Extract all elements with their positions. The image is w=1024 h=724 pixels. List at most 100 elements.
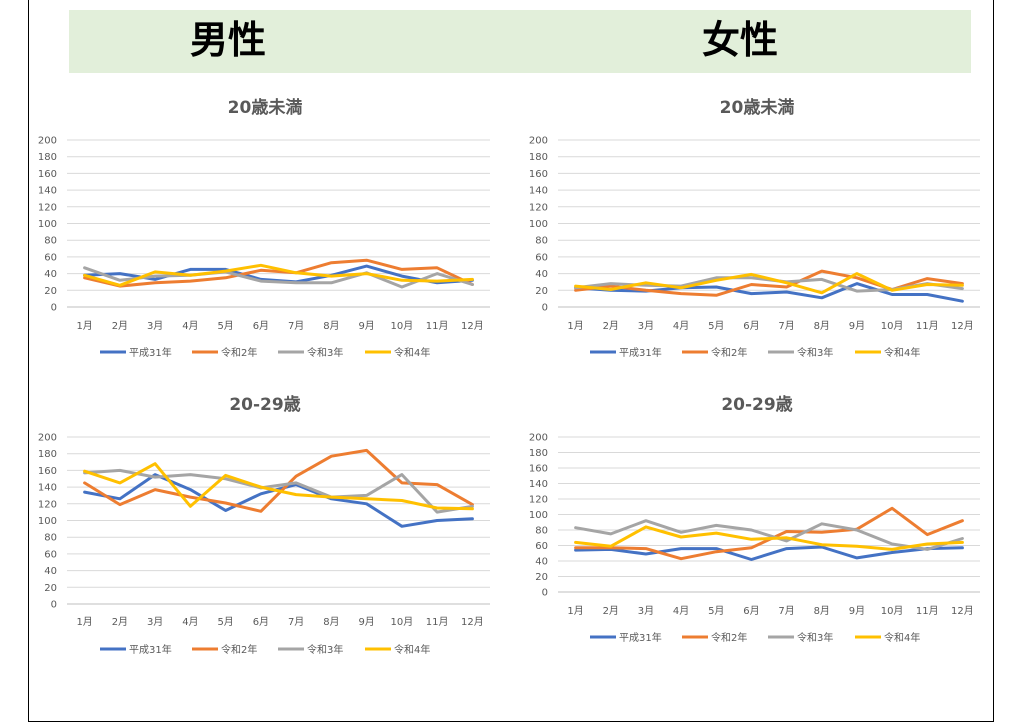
x-tick-label: 2月 — [112, 320, 128, 332]
legend-entry: 令和3年 — [768, 346, 833, 359]
x-tick-label: 4月 — [182, 616, 198, 628]
x-tick-label: 5月 — [708, 605, 724, 617]
line-chart-1: 20歳未満 0 20 40 60 80 100 120 140 160 180 200 1月 2月 3月 4月… — [38, 97, 490, 359]
legend-label: 令和4年 — [394, 643, 430, 656]
line-chart-2: 20歳未満 0 20 40 60 80 100 120 140 160 180 200 1月 2月 3月 4月… — [529, 97, 980, 359]
series-line-4 — [83, 462, 474, 511]
y-tick-label: 80 — [44, 533, 57, 544]
x-tick-label: 2月 — [603, 320, 619, 332]
series-line-2 — [83, 258, 474, 288]
legend-label: 令和4年 — [394, 346, 430, 359]
legend-label: 平成31年 — [129, 643, 172, 656]
legend-entry: 令和3年 — [768, 631, 833, 644]
y-tick-label: 140 — [38, 483, 57, 494]
series-line-1 — [83, 473, 474, 528]
x-tick-label: 1月 — [567, 605, 583, 617]
y-tick-label: 100 — [529, 510, 548, 521]
x-tick-label: 11月 — [916, 605, 939, 617]
x-tick-label: 6月 — [743, 605, 759, 617]
male-heading: 男性 — [190, 18, 267, 62]
y-tick-label: 100 — [38, 516, 57, 527]
legend-entry: 令和2年 — [192, 643, 257, 656]
legend-label: 令和2年 — [221, 643, 257, 656]
y-tick-label: 0 — [542, 303, 548, 314]
series-line-3 — [83, 266, 474, 289]
y-tick-label: 200 — [529, 433, 548, 444]
y-tick-label: 120 — [38, 202, 57, 213]
x-tick-label: 5月 — [217, 616, 233, 628]
series-line-4 — [574, 272, 964, 295]
y-tick-label: 40 — [44, 566, 57, 577]
x-tick-label: 8月 — [814, 605, 830, 617]
y-tick-label: 0 — [51, 303, 57, 314]
y-tick-label: 40 — [44, 269, 57, 280]
x-tick-label: 7月 — [288, 616, 304, 628]
x-tick-label: 1月 — [76, 320, 92, 332]
chart-title: 20歳未満 — [228, 97, 303, 118]
line-chart-4: 20-29歳 0 20 40 60 80 100 120 140 160 180 200 1月 2月 3月 4… — [529, 394, 980, 644]
y-tick-label: 60 — [44, 252, 57, 263]
series-line-1 — [574, 545, 964, 561]
x-tick-label: 8月 — [323, 320, 339, 332]
x-tick-label: 3月 — [638, 320, 654, 332]
y-tick-label: 160 — [529, 464, 548, 475]
legend-entry: 令和3年 — [278, 643, 343, 656]
y-tick-label: 80 — [535, 526, 548, 537]
x-tick-label: 3月 — [147, 616, 163, 628]
legend-label: 令和2年 — [711, 631, 747, 644]
legend-label: 令和4年 — [884, 631, 920, 644]
y-tick-label: 40 — [535, 557, 548, 568]
x-tick-label: 2月 — [603, 605, 619, 617]
legend-label: 令和3年 — [797, 346, 833, 359]
y-tick-label: 0 — [542, 588, 548, 599]
y-tick-label: 180 — [38, 152, 57, 163]
legend-label: 平成31年 — [619, 631, 662, 644]
x-tick-label: 7月 — [778, 320, 794, 332]
x-tick-label: 12月 — [461, 616, 484, 628]
x-tick-label: 5月 — [708, 320, 724, 332]
y-tick-label: 0 — [51, 600, 57, 611]
x-tick-label: 3月 — [147, 320, 163, 332]
y-tick-label: 160 — [38, 169, 57, 180]
x-tick-label: 7月 — [778, 605, 794, 617]
y-tick-label: 60 — [535, 252, 548, 263]
x-tick-label: 8月 — [814, 320, 830, 332]
y-tick-label: 100 — [38, 219, 57, 230]
x-tick-label: 10月 — [881, 605, 904, 617]
y-tick-label: 140 — [38, 186, 57, 197]
x-tick-label: 2月 — [112, 616, 128, 628]
x-tick-label: 9月 — [358, 320, 374, 332]
x-tick-label: 10月 — [391, 320, 414, 332]
legend-label: 平成31年 — [129, 346, 172, 359]
y-tick-label: 120 — [529, 495, 548, 506]
x-tick-label: 3月 — [638, 605, 654, 617]
legend-label: 令和3年 — [797, 631, 833, 644]
x-tick-label: 6月 — [253, 616, 269, 628]
female-heading: 女性 — [702, 18, 779, 62]
legend-entry: 令和3年 — [278, 346, 343, 359]
y-tick-label: 180 — [529, 152, 548, 163]
y-tick-label: 20 — [535, 286, 548, 297]
legend-label: 令和4年 — [884, 346, 920, 359]
x-tick-label: 1月 — [567, 320, 583, 332]
y-tick-label: 60 — [44, 549, 57, 560]
x-tick-label: 12月 — [951, 320, 974, 332]
y-tick-label: 200 — [38, 136, 57, 147]
header-banner — [69, 10, 971, 73]
legend-entry: 令和4年 — [365, 643, 430, 656]
y-tick-label: 160 — [529, 169, 548, 180]
line-chart-3: 20-29歳 0 20 40 60 80 100 120 140 160 180 200 1月 2月 3月 4… — [38, 394, 490, 656]
page-frame — [28, 0, 994, 722]
series-line-4 — [574, 525, 964, 551]
y-tick-label: 140 — [529, 186, 548, 197]
y-tick-label: 200 — [529, 136, 548, 147]
x-tick-label: 6月 — [253, 320, 269, 332]
x-tick-label: 6月 — [743, 320, 759, 332]
legend-entry: 令和2年 — [682, 631, 747, 644]
chart-title: 20-29歳 — [721, 394, 792, 415]
y-tick-label: 60 — [535, 541, 548, 552]
x-tick-label: 9月 — [358, 616, 374, 628]
y-tick-label: 80 — [535, 236, 548, 247]
legend-label: 令和3年 — [307, 643, 343, 656]
